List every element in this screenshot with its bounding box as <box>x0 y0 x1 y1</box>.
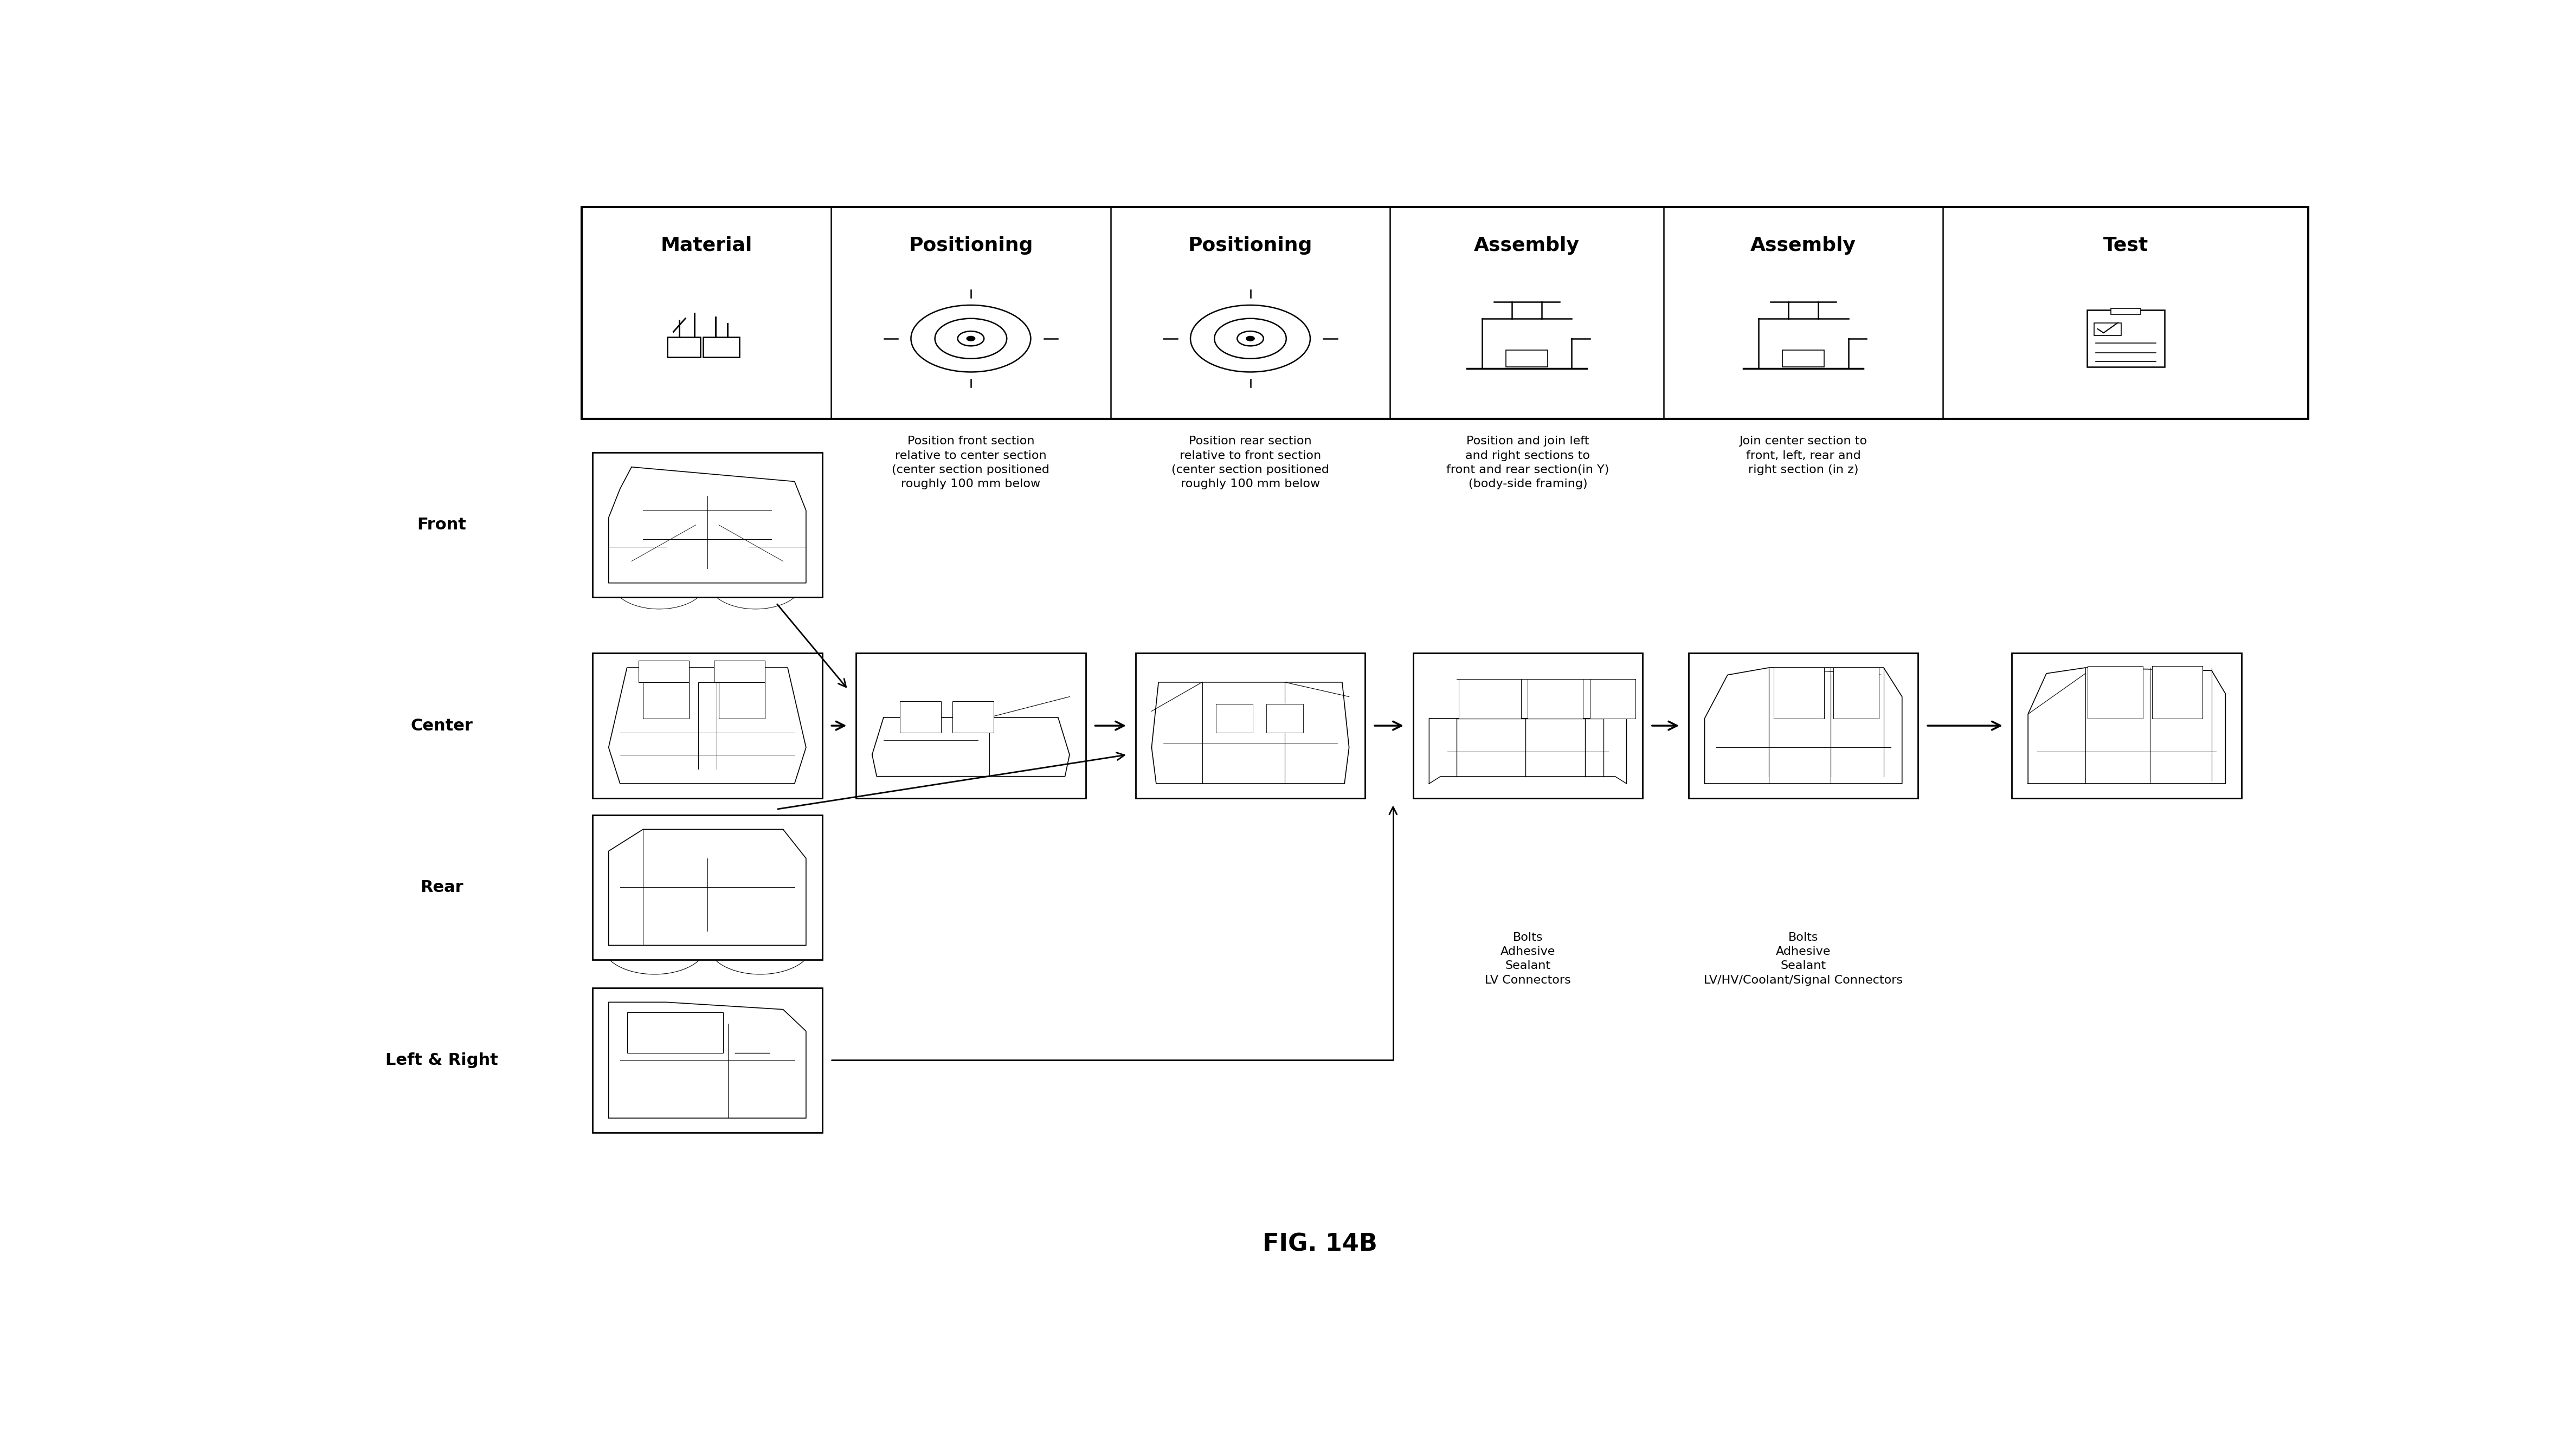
Bar <box>1834 668 1878 718</box>
Bar <box>1216 704 1252 733</box>
Text: Positioning: Positioning <box>909 236 1033 255</box>
Bar <box>1589 679 1636 718</box>
Text: Test: Test <box>2102 236 2148 255</box>
Bar <box>1414 653 1643 798</box>
Text: Rear: Rear <box>420 879 464 895</box>
Text: Positioning: Positioning <box>1188 236 1314 255</box>
Bar <box>1458 679 1520 718</box>
Bar <box>639 660 688 682</box>
Bar <box>703 337 739 358</box>
Bar <box>953 701 994 733</box>
Text: Position and join left
and right sections to
front and rear section(in Y)
(body-: Position and join left and right section… <box>1445 436 1610 489</box>
Bar <box>2087 310 2164 366</box>
Text: Assembly: Assembly <box>1473 236 1579 255</box>
Bar <box>2151 666 2202 718</box>
Text: Position front section
relative to center section
(center section positioned
rou: Position front section relative to cente… <box>891 436 1048 489</box>
Bar <box>1687 653 1919 798</box>
Text: Left & Right: Left & Right <box>386 1053 497 1069</box>
Text: Bolts
Adhesive
Sealant
LV/HV/Coolant/Signal Connectors: Bolts Adhesive Sealant LV/HV/Coolant/Sig… <box>1703 933 1904 986</box>
Bar <box>855 653 1084 798</box>
Text: Center: Center <box>410 718 474 734</box>
Bar <box>582 207 2308 418</box>
Bar <box>592 653 822 798</box>
Bar <box>667 337 701 358</box>
Bar <box>1507 350 1548 366</box>
Bar <box>2012 653 2241 798</box>
Bar <box>2110 308 2141 314</box>
Text: Front: Front <box>417 517 466 533</box>
Bar <box>1772 668 1824 718</box>
Bar <box>714 660 765 682</box>
Bar <box>1136 653 1365 798</box>
Bar <box>1528 679 1582 718</box>
Text: Join center section to
front, left, rear and
right section (in z): Join center section to front, left, rear… <box>1739 436 1868 475</box>
Text: FIG. 14B: FIG. 14B <box>1262 1232 1378 1255</box>
Bar <box>1267 704 1303 733</box>
Text: Bolts
Adhesive
Sealant
LV Connectors: Bolts Adhesive Sealant LV Connectors <box>1484 933 1571 986</box>
Circle shape <box>1247 336 1255 340</box>
Bar <box>592 988 822 1132</box>
Bar <box>592 452 822 598</box>
Bar <box>2094 323 2120 336</box>
Bar <box>1783 350 1824 366</box>
Bar <box>644 682 688 718</box>
Circle shape <box>966 336 976 340</box>
Text: Position rear section
relative to front section
(center section positioned
rough: Position rear section relative to front … <box>1172 436 1329 489</box>
Bar <box>592 815 822 960</box>
Bar <box>626 1012 724 1053</box>
Bar <box>2087 666 2143 718</box>
Bar <box>719 682 765 718</box>
Bar <box>899 701 940 733</box>
Text: Material: Material <box>659 236 752 255</box>
Text: Assembly: Assembly <box>1752 236 1857 255</box>
